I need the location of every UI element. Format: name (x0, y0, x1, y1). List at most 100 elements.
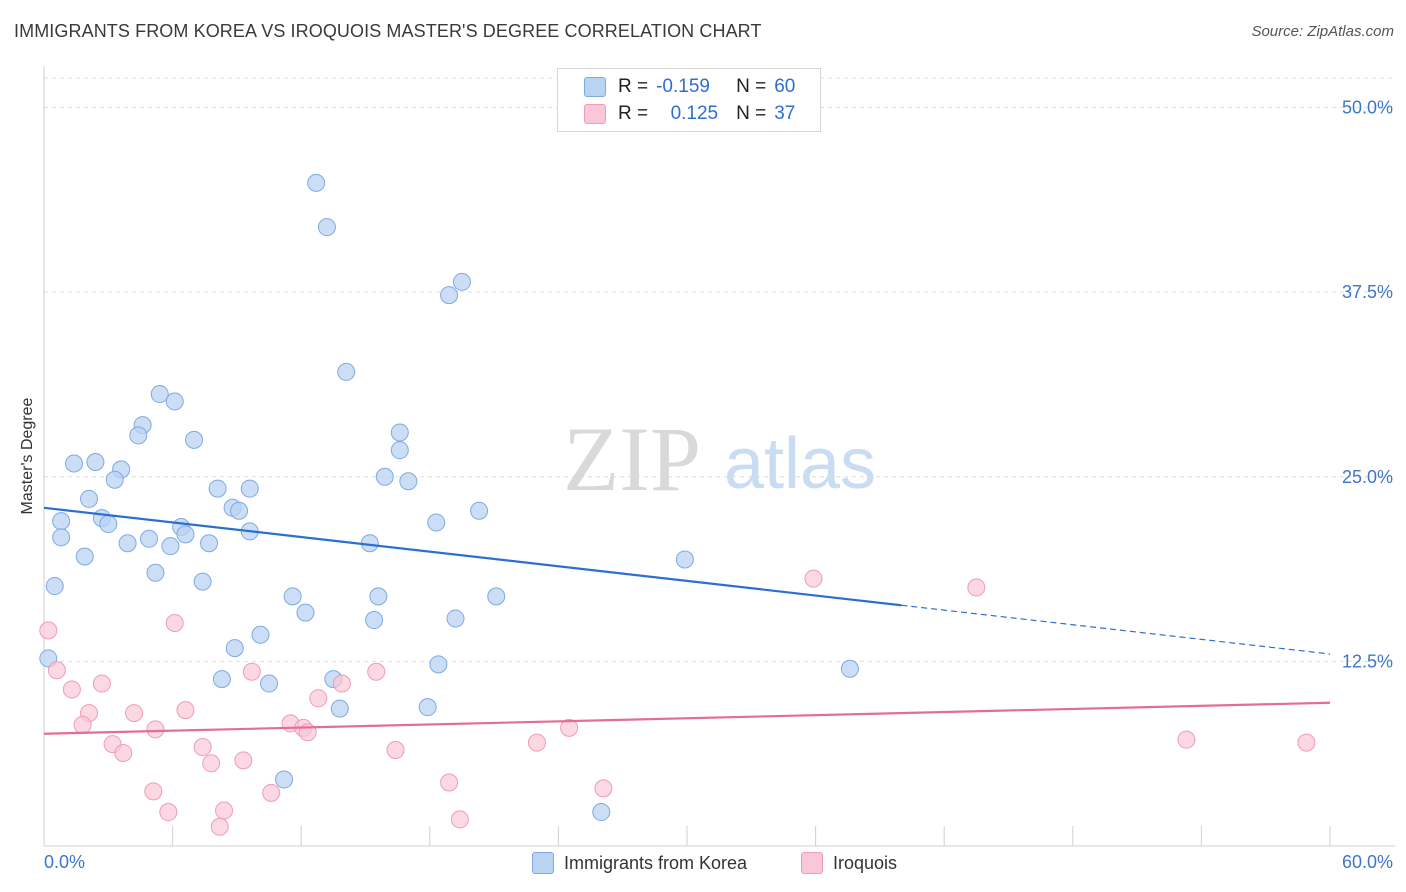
korea-point (129, 426, 148, 445)
korea-point (185, 430, 204, 449)
korea-point (307, 173, 326, 192)
watermark-atlas: atlas (724, 424, 876, 504)
iroquois-point (594, 779, 613, 798)
legend-swatch-iroquois (584, 104, 606, 124)
korea-point (296, 603, 315, 622)
korea-trend-extension (901, 604, 1331, 655)
iroquois-point (309, 689, 328, 708)
legend-n-value: 60 (774, 76, 796, 97)
korea-point (337, 362, 356, 381)
trend-lines (43, 506, 1331, 735)
korea-point (840, 659, 859, 678)
korea-point (260, 674, 279, 693)
iroquois-point (62, 680, 81, 699)
iroquois-point (527, 733, 546, 752)
korea-point (390, 441, 409, 460)
iroquois-point (234, 751, 253, 770)
iroquois-point (215, 801, 234, 820)
korea-point (399, 472, 418, 491)
korea-point (240, 479, 259, 498)
iroquois-point (804, 569, 823, 588)
korea-point (75, 547, 94, 566)
korea-point (230, 501, 249, 520)
y-tick-label: 25.0% (1342, 467, 1393, 487)
korea-point (146, 563, 165, 582)
iroquois-point (967, 578, 986, 597)
chart-title: IMMIGRANTS FROM KOREA VS IROQUOIS MASTER… (14, 21, 762, 41)
legend-n-label: N = (736, 103, 767, 124)
legend-swatch-korea (584, 77, 606, 97)
correlation-legend: R = -0.159 N = 60 R = 0.125 N = 37 (557, 68, 821, 132)
bottom-legend-swatch-korea (532, 852, 554, 874)
korea-point (446, 609, 465, 628)
iroquois-point (386, 741, 405, 759)
korea-point (165, 392, 184, 411)
watermark: ZIP atlas (563, 408, 876, 510)
iroquois-trend-line (43, 701, 1331, 735)
korea-point (80, 489, 99, 508)
iroquois-point (92, 674, 111, 693)
legend-row-iroquois: R = 0.125 N = 37 (584, 103, 795, 125)
korea-point (470, 501, 489, 520)
iroquois-point (176, 701, 195, 720)
tick-labels: 12.5% 25.0% 37.5% 50.0% 0.0% 60.0% (44, 98, 1393, 872)
bottom-legend-korea: Immigrants from Korea (532, 852, 747, 874)
korea-point (487, 587, 506, 606)
korea-point (375, 467, 394, 486)
korea-point (429, 655, 448, 674)
bottom-legend-label-korea: Immigrants from Korea (564, 852, 748, 873)
korea-point (283, 587, 302, 606)
iroquois-point (367, 662, 386, 681)
korea-point (52, 512, 71, 531)
legend-r-value: 0.125 (670, 103, 719, 124)
korea-point (45, 577, 64, 596)
iroquois-point (159, 803, 178, 822)
korea-point (418, 698, 437, 717)
axes (43, 66, 1395, 847)
iroquois-point (202, 754, 221, 773)
x-tick-label-max: 60.0% (1342, 852, 1393, 872)
korea-point (317, 218, 336, 237)
x-tick-label-min: 0.0% (44, 852, 85, 872)
korea-point (52, 528, 71, 547)
iroquois-point (73, 715, 92, 734)
korea-point (369, 587, 388, 606)
legend-n-label: N = (736, 76, 767, 97)
bottom-legend-label-iroquois: Iroquois (833, 852, 898, 873)
bottom-legend-iroquois: Iroquois (801, 852, 897, 874)
korea-point (150, 385, 169, 404)
korea-point (452, 272, 471, 291)
iroquois-point (193, 738, 212, 757)
korea-point (225, 639, 244, 658)
legend-r-label: R = (618, 103, 649, 124)
korea-point (105, 470, 124, 489)
legend-r-value: -0.159 (656, 76, 710, 97)
iroquois-point (39, 621, 58, 640)
korea-point (65, 454, 84, 473)
korea-point (427, 513, 446, 532)
korea-point (118, 534, 137, 553)
korea-point (251, 625, 270, 644)
iroquois-point (210, 817, 229, 836)
korea-point (208, 479, 227, 498)
iroquois-point (440, 773, 459, 792)
iroquois-point (114, 743, 133, 762)
iroquois-point (47, 661, 66, 680)
iroquois-point (450, 810, 469, 829)
iroquois-point (1297, 733, 1316, 752)
watermark-zip: ZIP (563, 408, 701, 510)
iroquois-point (144, 782, 163, 801)
gridlines (44, 77, 1395, 662)
chart-source: Source: ZipAtlas.com (1251, 23, 1394, 40)
iroquois-point (146, 720, 165, 739)
iroquois-point (242, 662, 261, 681)
korea-point (99, 515, 118, 534)
y-tick-label: 12.5% (1342, 651, 1393, 671)
korea-point (86, 453, 105, 471)
korea-point (365, 611, 384, 630)
korea-point (200, 534, 219, 553)
korea-point (275, 770, 294, 789)
iroquois-point (1177, 730, 1196, 749)
series-iroquois (39, 569, 1316, 836)
